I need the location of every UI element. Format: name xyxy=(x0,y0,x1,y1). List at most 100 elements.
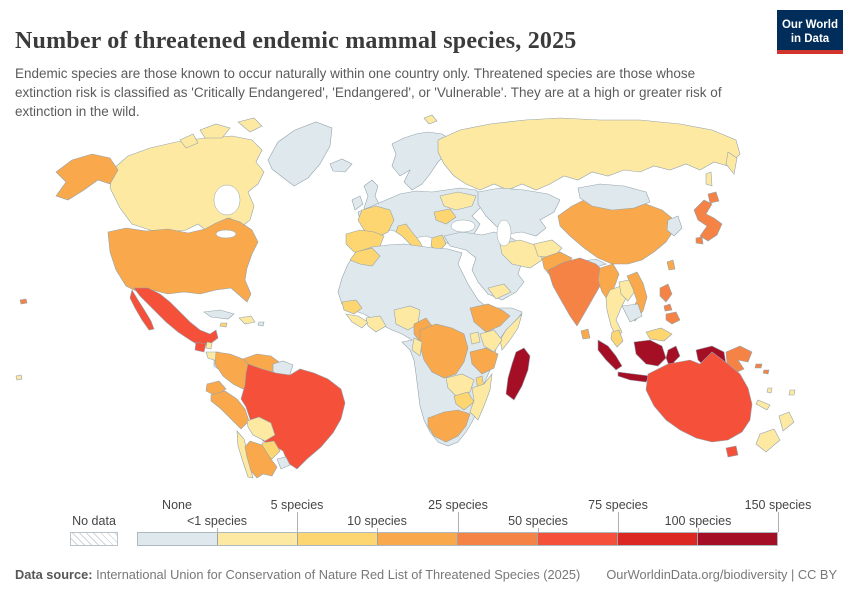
country-scandinavia[interactable] xyxy=(391,131,453,191)
country-cambodia[interactable] xyxy=(621,303,643,323)
legend-no-data-swatch[interactable] xyxy=(70,532,118,546)
country-japan-honshu[interactable] xyxy=(693,199,723,242)
country-taiwan[interactable] xyxy=(666,259,676,271)
country-drc[interactable] xyxy=(419,323,469,379)
country-iceland[interactable] xyxy=(329,158,353,173)
country-iran[interactable] xyxy=(499,239,543,269)
country-russia[interactable] xyxy=(437,117,741,191)
country-malaysia-borneo[interactable] xyxy=(645,327,673,342)
country-mexico-baja[interactable] xyxy=(129,289,155,331)
country-solomon-islands2[interactable] xyxy=(762,369,770,375)
country-kenya[interactable] xyxy=(479,329,503,353)
country-morocco[interactable] xyxy=(349,247,381,267)
country-puerto-rico[interactable] xyxy=(257,321,265,327)
world-choropleth-map xyxy=(0,112,850,492)
country-greenland[interactable] xyxy=(267,121,333,187)
country-canada[interactable] xyxy=(109,135,265,233)
legend-label: 100 species xyxy=(664,514,732,528)
country-alaska[interactable] xyxy=(55,153,119,201)
country-vanuatu[interactable] xyxy=(766,387,773,394)
country-philippines-luzon[interactable] xyxy=(659,283,673,303)
country-new-caledonia[interactable] xyxy=(755,399,771,411)
country-indonesia-sumatra[interactable] xyxy=(597,339,623,371)
country-canada-arctic1[interactable] xyxy=(199,123,231,139)
country-greece[interactable] xyxy=(430,234,447,253)
country-french-polynesia[interactable] xyxy=(15,374,23,381)
caspian-sea xyxy=(496,219,512,247)
legend-bin-s10[interactable] xyxy=(377,533,457,545)
country-ethiopia[interactable] xyxy=(469,303,511,333)
country-zimbabwe[interactable] xyxy=(453,391,475,411)
country-argentina[interactable] xyxy=(244,440,278,479)
legend-bin-s75[interactable] xyxy=(617,533,697,545)
region-central-asia[interactable] xyxy=(477,187,561,237)
country-cote-divoire[interactable] xyxy=(365,315,387,333)
legend-tick xyxy=(297,512,298,532)
country-uganda[interactable] xyxy=(469,331,481,345)
chart-subtitle: Endemic species are those known to occur… xyxy=(15,65,722,119)
country-indonesia-kalimantan[interactable] xyxy=(633,339,667,367)
legend-bin-s50[interactable] xyxy=(537,533,617,545)
country-ukraine[interactable] xyxy=(439,191,477,211)
country-uruguay[interactable] xyxy=(276,456,291,470)
legend-bin-lt1[interactable] xyxy=(217,533,297,545)
country-peru[interactable] xyxy=(210,390,250,430)
country-chile[interactable] xyxy=(236,430,254,479)
country-japan-hokkaido[interactable] xyxy=(707,191,720,204)
world-map-svg xyxy=(15,114,796,479)
country-russia-kamchatka[interactable] xyxy=(725,151,738,175)
legend-bin-s5[interactable] xyxy=(297,533,377,545)
country-fiji[interactable] xyxy=(788,389,796,396)
legend-tick xyxy=(618,512,619,532)
legend-label: 10 species xyxy=(347,514,407,528)
country-canada-arctic2[interactable] xyxy=(237,117,263,133)
country-bolivia[interactable] xyxy=(246,416,276,442)
owid-logo-line1: Our World xyxy=(781,18,838,31)
country-guatemala[interactable] xyxy=(194,341,207,353)
country-canada-arctic3[interactable] xyxy=(179,133,199,149)
country-zambia[interactable] xyxy=(445,373,475,397)
country-new-zealand-south[interactable] xyxy=(755,428,781,453)
country-madagascar[interactable] xyxy=(505,347,531,401)
country-indonesia-java[interactable] xyxy=(617,371,651,383)
country-australia-tasmania[interactable] xyxy=(725,445,739,458)
legend-bin-s100[interactable] xyxy=(697,533,777,545)
country-sierra-leone-liberia[interactable] xyxy=(345,313,369,329)
country-malaysia-peninsula[interactable] xyxy=(610,329,624,348)
country-brazil[interactable] xyxy=(240,363,346,470)
country-belize[interactable] xyxy=(205,341,213,350)
legend-bin-s25[interactable] xyxy=(457,533,537,545)
country-tanzania[interactable] xyxy=(469,347,499,375)
country-japan-kyushu[interactable] xyxy=(695,236,704,245)
country-philippines-mindanao[interactable] xyxy=(665,311,681,325)
country-gabon-congo[interactable] xyxy=(411,337,423,357)
country-romania[interactable] xyxy=(433,208,457,225)
country-philippines-visayas[interactable] xyxy=(663,303,673,312)
page-title: Number of threatened endemic mammal spec… xyxy=(15,28,577,55)
country-mexico[interactable] xyxy=(133,287,219,347)
country-ireland[interactable] xyxy=(351,195,364,211)
country-hawaii[interactable] xyxy=(19,298,28,305)
country-india[interactable] xyxy=(547,257,607,327)
country-south-africa[interactable] xyxy=(427,409,471,443)
world-map-countries xyxy=(15,114,796,479)
country-france[interactable] xyxy=(357,205,395,239)
country-guinea[interactable] xyxy=(341,299,363,315)
country-solomon-islands[interactable] xyxy=(754,363,763,369)
legend-bin-none[interactable] xyxy=(138,533,217,545)
owid-logo[interactable]: Our World in Data xyxy=(777,10,843,54)
country-mongolia[interactable] xyxy=(577,183,651,211)
country-new-zealand-north[interactable] xyxy=(778,411,795,432)
country-sri-lanka[interactable] xyxy=(580,328,591,340)
country-yemen[interactable] xyxy=(487,283,512,300)
country-cuba[interactable] xyxy=(203,309,235,320)
country-korea[interactable] xyxy=(666,215,683,237)
country-svalbard[interactable] xyxy=(423,114,438,125)
country-hispaniola[interactable] xyxy=(238,315,256,325)
owid-link[interactable]: OurWorldinData.org/biodiversity | CC BY xyxy=(606,567,837,582)
country-russia-sakhalin[interactable] xyxy=(705,171,713,187)
country-australia[interactable] xyxy=(645,351,753,443)
country-jamaica[interactable] xyxy=(219,322,228,328)
country-mozambique[interactable] xyxy=(469,372,493,421)
legend-label: None xyxy=(162,498,192,512)
